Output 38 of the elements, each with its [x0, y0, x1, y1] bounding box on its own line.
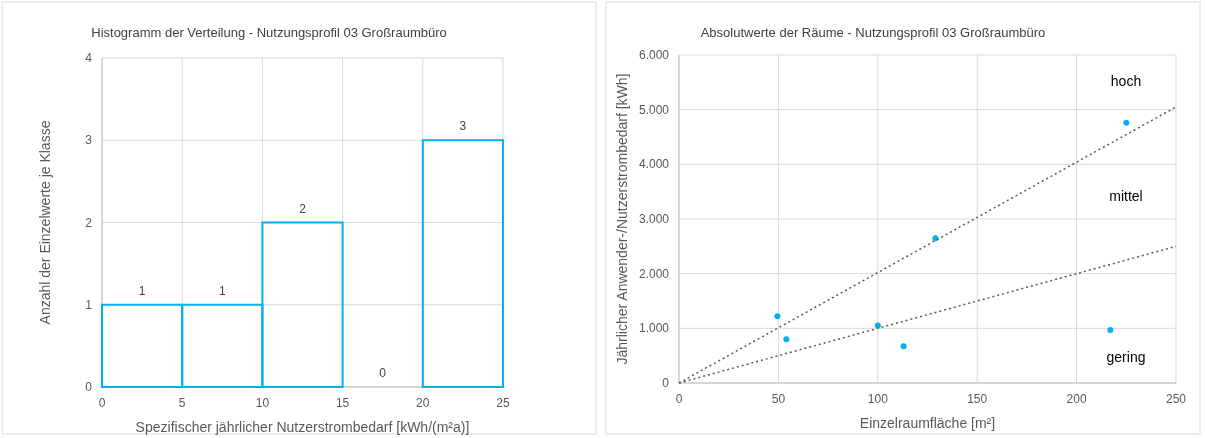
y-tick-label: 6.000 — [638, 48, 670, 62]
x-tick-label: 15 — [335, 396, 350, 410]
x-tick-label: 20 — [416, 396, 430, 410]
y-tick-label: 3.000 — [638, 212, 670, 226]
y-axis-title: Anzahl der Einzelwerte je Klasse — [37, 120, 53, 325]
x-tick-label: 0 — [675, 392, 683, 406]
x-tick-label: 100 — [867, 392, 889, 406]
data-label: 1 — [218, 283, 226, 298]
x-tick-label: 50 — [771, 392, 786, 406]
chart-title: Histogramm der Verteilung - Nutzungsprofil 03 Großraumbüro — [91, 25, 447, 40]
y-tick-label: 0 — [85, 380, 93, 394]
annotation: hoch — [1110, 73, 1142, 90]
y-tick-label: 4.000 — [638, 157, 670, 172]
y-tick-label: 0 — [662, 376, 670, 390]
y-tick-label: 2 — [85, 215, 93, 230]
y-tick-label: 3 — [85, 133, 93, 148]
x-tick-label: 250 — [1165, 392, 1187, 406]
annotation: gering — [1106, 348, 1146, 365]
y-axis-title: Jährlicher Anwender-/Nutzerstrombedarf [kWh] — [614, 73, 630, 365]
x-axis-title: Spezifischer jährlicher Nutzerstrombedarf [kWh/(m²a)] — [135, 419, 470, 435]
data-label: 2 — [299, 201, 307, 216]
data-label: 3 — [459, 119, 467, 134]
y-tick-label: 5.000 — [638, 102, 670, 117]
x-tick-label: 200 — [1066, 392, 1087, 406]
x-tick-label: 0 — [98, 396, 106, 410]
x-axis-title: Einzelraumfläche [m²] — [859, 415, 996, 431]
data-label: 0 — [379, 366, 387, 380]
y-tick-label: 2.000 — [638, 266, 670, 281]
chart-title: Absolutwerte der Räume - Nutzungsprofil 03 Großraumbüro — [700, 25, 1046, 40]
x-tick-label: 10 — [255, 396, 270, 410]
x-tick-label: 25 — [496, 396, 510, 410]
y-tick-label: 4 — [85, 51, 93, 65]
x-tick-label: 150 — [967, 392, 988, 406]
annotation: mittel — [1109, 188, 1143, 205]
y-tick-label: 1.000 — [638, 321, 670, 336]
y-tick-label: 1 — [85, 297, 93, 312]
x-tick-label: 5 — [178, 396, 186, 410]
data-label: 1 — [138, 283, 146, 298]
